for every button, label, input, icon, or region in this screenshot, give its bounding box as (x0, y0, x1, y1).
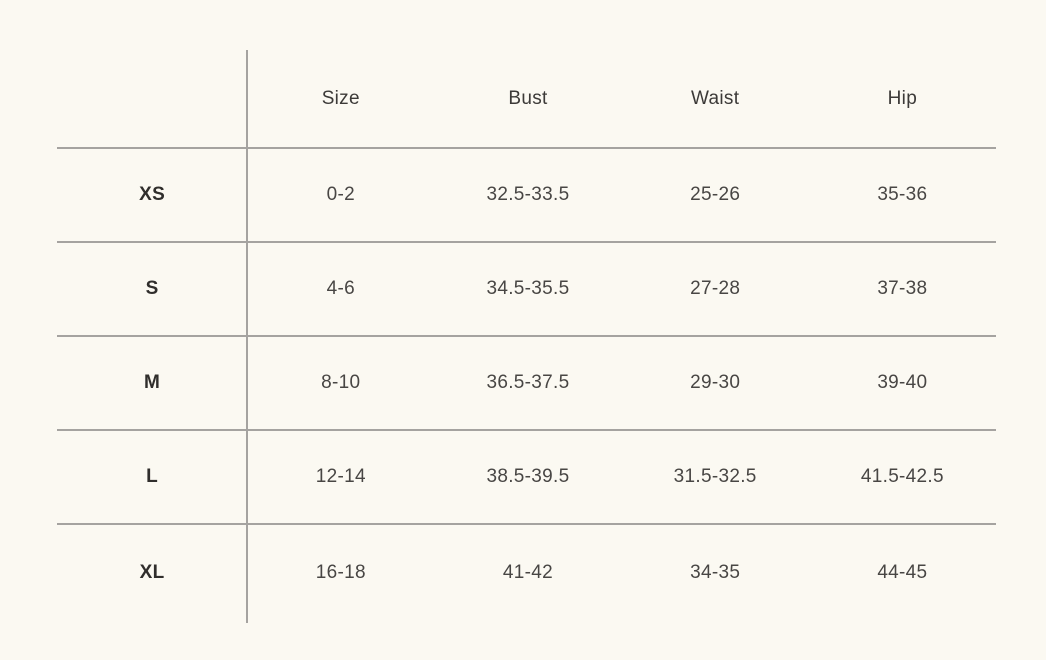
size-chart-table: Size Bust Waist Hip XS 0-2 32.5-33.5 25-… (57, 50, 996, 620)
header-row: Size Bust Waist Hip (57, 50, 996, 149)
cell-m-bust: 36.5-37.5 (434, 336, 622, 431)
label-column-divider-line (246, 50, 248, 623)
cell-xs-hip: 35-36 (808, 148, 996, 243)
header-cell-empty (57, 50, 248, 149)
table-row-m: M 8-10 36.5-37.5 29-30 39-40 (57, 336, 996, 431)
cell-l-size: 12-14 (247, 430, 435, 525)
cell-s-bust: 34.5-35.5 (434, 242, 622, 337)
cell-m-hip: 39-40 (808, 336, 996, 431)
table-row-xl: XL 16-18 41-42 34-35 44-45 (57, 524, 996, 620)
cell-s-hip: 37-38 (808, 242, 996, 337)
row-label-l: L (57, 430, 248, 525)
cell-l-hip: 41.5-42.5 (808, 430, 996, 525)
header-cell-size: Size (247, 50, 435, 149)
table-row-xs: XS 0-2 32.5-33.5 25-26 35-36 (57, 148, 996, 243)
header-cell-hip: Hip (808, 50, 996, 149)
cell-xs-waist: 25-26 (621, 148, 809, 243)
cell-m-waist: 29-30 (621, 336, 809, 431)
row-label-xs: XS (57, 148, 248, 243)
header-cell-waist: Waist (621, 50, 809, 149)
cell-xl-size: 16-18 (315, 561, 366, 583)
cell-xl-hip: 44-45 (877, 561, 928, 583)
header-cell-bust: Bust (434, 50, 622, 149)
table-row-s: S 4-6 34.5-35.5 27-28 37-38 (57, 242, 996, 337)
cell-xl-waist: 34-35 (690, 561, 741, 583)
cell-xl-bust: 41-42 (502, 561, 554, 583)
cell-xs-bust: 32.5-33.5 (434, 148, 622, 243)
row-label-xl: XL (139, 561, 165, 583)
row-label-m: M (57, 336, 248, 431)
size-chart: Size Bust Waist Hip XS 0-2 32.5-33.5 25-… (57, 50, 996, 628)
cell-xs-size: 0-2 (247, 148, 435, 243)
cell-m-size: 8-10 (247, 336, 435, 431)
cell-l-waist: 31.5-32.5 (621, 430, 809, 525)
row-label-s: S (57, 242, 248, 337)
table-row-l: L 12-14 38.5-39.5 31.5-32.5 41.5-42.5 (57, 430, 996, 525)
cell-l-bust: 38.5-39.5 (434, 430, 622, 525)
cell-s-waist: 27-28 (621, 242, 809, 337)
cell-s-size: 4-6 (247, 242, 435, 337)
